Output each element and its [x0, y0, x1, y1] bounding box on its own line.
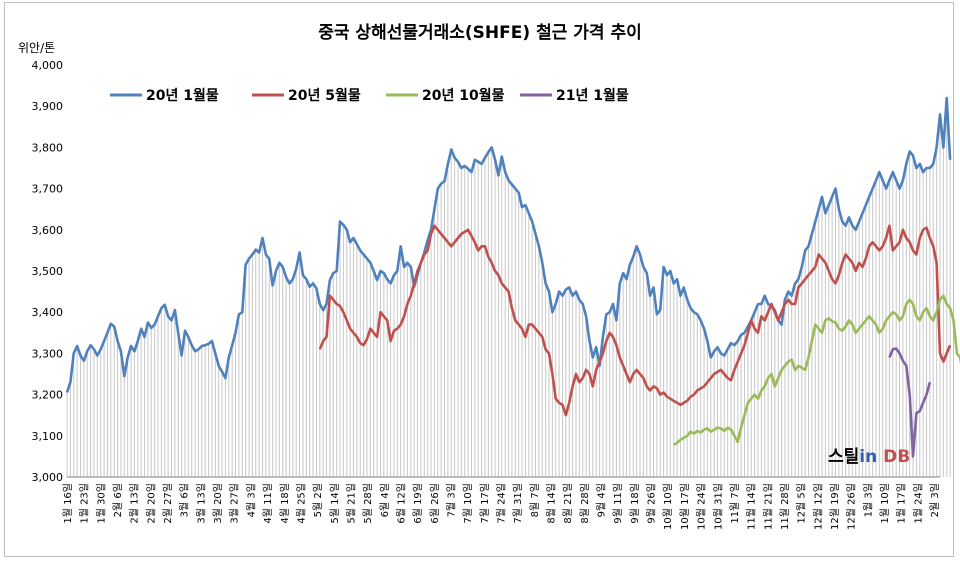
x-tick-label: 1월 30일: [95, 483, 107, 524]
legend-label: 20년 1월물: [146, 87, 219, 104]
y-tick-label: 3,700: [32, 183, 64, 196]
y-axis: 3,000 3,100 3,200 3,300 3,400 3,500 3,600 3,700…: [32, 59, 64, 484]
x-tick-label: 8월 14일: [546, 483, 558, 524]
x-tick-label: 6월 4일: [379, 483, 391, 517]
x-tick-label: 3월 20일: [212, 483, 224, 524]
x-tick-label: 10월 31일: [712, 483, 724, 530]
x-tick-label: 9월 18일: [629, 483, 641, 524]
x-tick-label: 9월 11일: [612, 483, 624, 524]
series-lines: [65, 96, 960, 458]
x-tick-label: 1월 10일: [879, 483, 891, 524]
legend-label: 20년 10월물: [422, 87, 505, 104]
x-tick-label: 2월 13일: [129, 483, 141, 524]
x-tick-label: 10월 10일: [662, 483, 674, 530]
x-tick-label: 1월 24일: [912, 483, 924, 524]
legend-label: 21년 1월물: [556, 87, 629, 104]
x-tick-label: 9월 26일: [646, 483, 658, 524]
x-tick-label: 4월 18일: [279, 483, 291, 524]
x-tick-label: 6월 26일: [429, 483, 441, 524]
x-tick-label: 7월 3일: [445, 483, 457, 517]
x-tick-label: 2월 3일: [929, 483, 941, 517]
watermark-mid: in: [859, 447, 877, 467]
plot-area: [66, 97, 951, 478]
legend-label: 20년 5월물: [288, 87, 361, 104]
x-tick-label: 1월 3일: [862, 483, 874, 517]
x-tick-label: 5월 2일: [312, 483, 324, 517]
legend: 20년 1월물 20년 5월물 20년 10월물 21년 1월물: [110, 87, 629, 104]
x-tick-label: 11월 21일: [762, 483, 774, 530]
y-tick-label: 4,000: [32, 59, 64, 72]
x-tick-label: 7월 31일: [512, 483, 524, 524]
y-tick-label: 3,000: [32, 471, 64, 484]
watermark-logo: 스틸in DB: [828, 446, 910, 467]
y-tick-label: 3,100: [32, 430, 64, 443]
chart-frame: [4, 2, 954, 557]
x-tick-label: 12월 12일: [812, 483, 824, 530]
x-tick-label: 3월 27일: [229, 483, 241, 524]
x-tick-label: 12월 26일: [846, 483, 858, 530]
x-tick-label: 6월 12일: [395, 483, 407, 524]
x-tick-label: 11월 7일: [729, 483, 741, 524]
x-tick-label: 4월 3일: [245, 483, 257, 517]
y-axis-unit: 위안/톤: [18, 41, 55, 55]
x-tick-label: 10월 24일: [696, 483, 708, 530]
x-tick-label: 12월 5일: [796, 483, 808, 524]
x-tick-label: 3월 6일: [179, 483, 191, 517]
x-tick-label: 11월 28일: [779, 483, 791, 530]
x-tick-label: 1월 17일: [896, 483, 908, 524]
x-tick-label: 9월 4일: [596, 483, 608, 517]
x-tick-label: 4월 11일: [262, 483, 274, 524]
x-tick-label: 12월 19일: [829, 483, 841, 530]
series-line: [888, 347, 932, 458]
x-tick-label: 5월 14일: [329, 483, 341, 524]
y-tick-label: 3,600: [32, 224, 64, 237]
x-tick-label: 1월 16일: [62, 483, 74, 524]
x-tick-label: 5월 28일: [362, 483, 374, 524]
x-tick-label: 7월 17일: [479, 483, 491, 524]
x-tick-label: 2월 27일: [162, 483, 174, 524]
x-tick-label: 3월 13일: [195, 483, 207, 524]
x-tick-label: 5월 21일: [345, 483, 357, 524]
watermark-prefix: 스틸: [828, 446, 859, 467]
x-tick-label: 10월 17일: [679, 483, 691, 530]
x-tick-label: 11월 14일: [746, 483, 758, 530]
y-tick-label: 3,200: [32, 389, 64, 402]
x-tick-label: 1월 23일: [79, 483, 91, 524]
series-line: [673, 294, 960, 447]
x-tick-label: 2월 6일: [112, 483, 124, 517]
x-tick-label: 8월 28일: [579, 483, 591, 524]
y-tick-label: 3,300: [32, 347, 64, 360]
y-tick-label: 3,800: [32, 141, 64, 154]
x-tick-label: 7월 24일: [496, 483, 508, 524]
x-tick-label: 2월 20일: [145, 483, 157, 524]
series-line: [65, 96, 952, 393]
x-tick-label: 7월 10일: [462, 483, 474, 524]
watermark-suffix: DB: [877, 447, 910, 467]
x-tick-label: 8월 7일: [529, 483, 541, 517]
y-tick-label: 3,500: [32, 265, 64, 278]
y-tick-label: 3,900: [32, 100, 64, 113]
x-tick-label: 4월 25일: [295, 483, 307, 524]
x-tick-label: 8월 21일: [562, 483, 574, 524]
series-line: [318, 224, 952, 417]
x-axis: 1월 16일 1월 23일 1월 30일 2월 6일 2월 13일 2월 20일 2월 27…: [62, 483, 941, 530]
x-tick-label: 6월 19일: [412, 483, 424, 524]
chart-title: 중국 상해선물거래소(SHFE) 철근 가격 추이: [318, 23, 642, 43]
y-tick-label: 3,400: [32, 306, 64, 319]
